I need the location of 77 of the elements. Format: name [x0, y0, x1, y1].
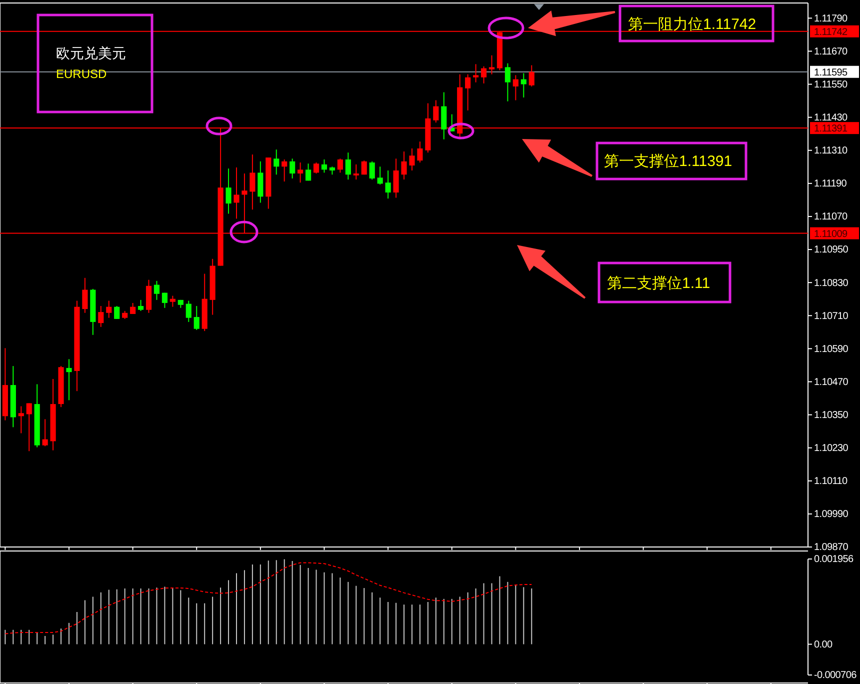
annotation: 第二支撑位1.11 [607, 275, 710, 292]
y-tick-label: 1.09870 [814, 542, 849, 554]
candlestick [186, 300, 192, 322]
candlestick [321, 158, 328, 174]
candlestick [66, 358, 72, 401]
ref-line-label: 1.11742 [814, 26, 848, 38]
y-tick-label: 1.11430 [814, 112, 848, 124]
annotation: 第一支撑位1.11391 [604, 153, 732, 170]
candlestick [504, 62, 510, 102]
candlestick [26, 402, 32, 452]
y-tick-label: 1.10710 [814, 310, 849, 322]
y-tick-label: 1.10590 [814, 344, 849, 355]
candlestick [250, 154, 256, 210]
candlestick [234, 166, 240, 220]
y-tick-label: 1.11670 [814, 46, 848, 58]
y-tick-label: -0.000706 [814, 670, 858, 682]
candlestick [138, 299, 144, 312]
candlestick [409, 148, 415, 171]
candlestick [162, 292, 168, 308]
candlestick [106, 300, 112, 318]
candlestick [385, 170, 391, 200]
candlestick [369, 160, 375, 180]
y-tick-label: 1.10230 [814, 443, 849, 454]
candlestick [480, 66, 487, 84]
candlestick [274, 149, 280, 176]
y-tick-label: 1.09990 [814, 509, 849, 520]
y-tick-label: 1.11070 [814, 212, 848, 223]
candlestick [298, 162, 304, 184]
candlestick [18, 406, 24, 434]
candlestick [282, 158, 288, 182]
y-tick-label: 1.11310 [814, 146, 848, 157]
candlestick [226, 168, 232, 214]
candlestick [98, 305, 104, 328]
candlestick [258, 160, 264, 204]
y-tick-label: 1.11550 [814, 79, 848, 90]
candlestick [441, 92, 447, 140]
line-series [4, 562, 532, 634]
candlestick [313, 162, 320, 174]
candlestick [465, 74, 471, 111]
candlestick [361, 160, 367, 176]
candlestick [130, 302, 136, 314]
candlestick [377, 166, 383, 186]
y-tick-label: 0.001956 [814, 554, 854, 566]
candlestick [520, 72, 526, 98]
annotation: 第一阻力位1.11742 [628, 16, 756, 33]
candlestick [472, 64, 479, 83]
candlestick [114, 305, 120, 320]
y-tick-label: 1.11190 [814, 178, 848, 190]
candlestick [154, 280, 160, 300]
candlestick [337, 158, 343, 174]
y-tick-label: 1.10470 [814, 376, 849, 388]
candlestick [290, 158, 296, 179]
y-tick-label: 1.10350 [814, 410, 849, 421]
y-tick-label: 1.10830 [814, 278, 849, 289]
candlestick [82, 277, 88, 314]
y-tick-label: 1.11790 [814, 13, 848, 24]
y-tick-label: 0.00 [814, 639, 833, 650]
candlestick [401, 150, 407, 180]
candlestick [353, 164, 359, 180]
candlestick [488, 54, 495, 75]
annotation: 欧元兑美元 [56, 45, 126, 61]
y-tick-label: 1.10950 [814, 244, 849, 256]
candlestick [512, 74, 518, 101]
candlestick [345, 152, 351, 180]
candlestick [417, 141, 423, 163]
candlestick [170, 295, 176, 308]
candlestick [433, 100, 439, 124]
candlestick [393, 158, 399, 198]
ref-line-label: 1.11009 [814, 228, 848, 240]
candlestick [42, 418, 48, 447]
ref-line-label: 1.11391 [814, 124, 848, 135]
ref-line-label: 1.11595 [814, 67, 848, 78]
y-tick-label: 1.10110 [814, 476, 848, 488]
candlestick [194, 305, 200, 330]
candlestick [305, 163, 312, 182]
candlestick [146, 279, 152, 314]
candlestick [528, 64, 534, 87]
